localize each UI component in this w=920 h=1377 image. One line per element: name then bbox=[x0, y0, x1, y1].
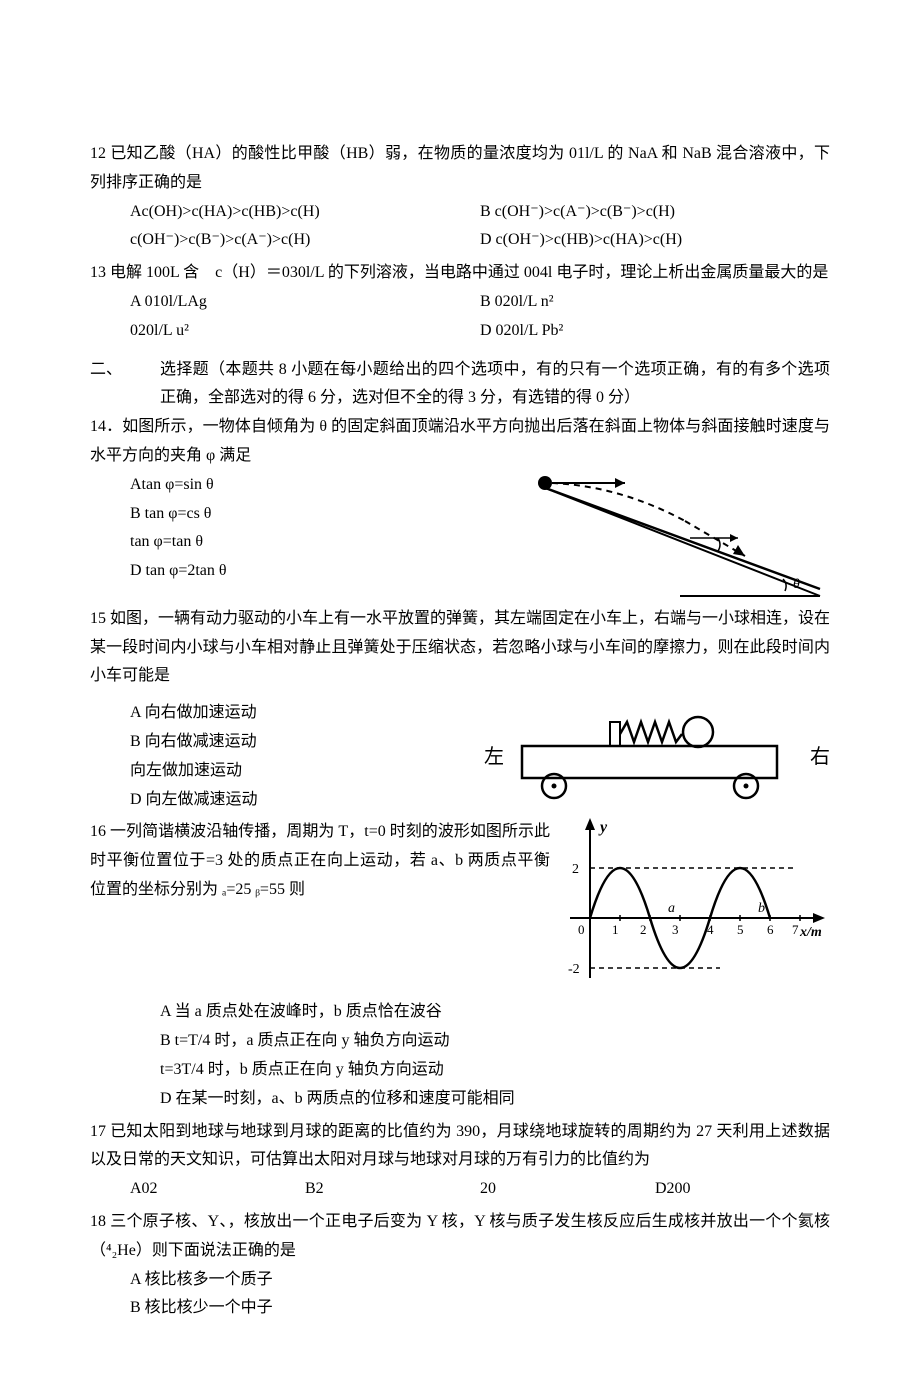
q18-stem: 18 三个原子核、Y、，核放出一个正电子后变为 Y 核，Y 核与质子发生核反应后… bbox=[90, 1208, 830, 1266]
q15-left-label: 左 bbox=[484, 739, 504, 775]
wave-diagram: y x/m 2 -2 0 1 2 3 4 5 6 7 bbox=[560, 818, 830, 998]
q16-opt-d: D 在某一时刻，a、b 两质点的位移和速度可能相同 bbox=[160, 1085, 830, 1114]
q17-opt-b: B2 bbox=[305, 1175, 480, 1204]
cart-diagram bbox=[512, 712, 802, 802]
q12-options-row2: c(OH⁻)>c(B⁻)>c(A⁻)>c(H) D c(OH⁻)>c(HB)>c… bbox=[90, 226, 830, 255]
q16-opt-c: t=3T/4 时，b 质点正在向 y 轴负方向运动 bbox=[160, 1056, 830, 1085]
q13-opt-a: A 010l/LAg bbox=[130, 288, 480, 317]
q14-content: Atan φ=sin θ B tan φ=cs θ tan φ=tan θ D … bbox=[90, 471, 830, 601]
y-tick-2: 2 bbox=[572, 862, 579, 877]
svg-text:7: 7 bbox=[792, 922, 799, 937]
q12-stem: 12 已知乙酸（HA）的酸性比甲酸（HB）弱，在物质的量浓度均为 01l/L 的… bbox=[90, 140, 830, 198]
svg-text:2: 2 bbox=[640, 922, 647, 937]
section-2-num: 二、 bbox=[90, 356, 160, 414]
q18-opt-a: A 核比核多一个质子 bbox=[130, 1266, 830, 1295]
svg-text:0: 0 bbox=[578, 922, 585, 937]
svg-text:3: 3 bbox=[672, 922, 679, 937]
question-17: 17 已知太阳到地球与地球到月球的距离的比值约为 390，月球绕地球旋转的周期约… bbox=[90, 1118, 830, 1204]
spacer bbox=[90, 691, 830, 699]
q16-top: 16 一列简谐横波沿轴传播，周期为 T，t=0 时刻的波形如图所示此时平衡位置位… bbox=[90, 818, 830, 998]
q15-opt-d: D 向左做减速运动 bbox=[130, 786, 474, 815]
svg-text:6: 6 bbox=[767, 922, 774, 937]
q17-opt-d: D200 bbox=[655, 1175, 830, 1204]
q16-options: A 当 a 质点处在波峰时，b 质点恰在波谷 B t=T/4 时，a 质点正在向… bbox=[90, 998, 830, 1113]
q14-options: Atan φ=sin θ B tan φ=cs θ tan φ=tan θ D … bbox=[90, 471, 520, 601]
q12-opt-c: c(OH⁻)>c(B⁻)>c(A⁻)>c(H) bbox=[130, 226, 480, 255]
q13-opt-b: B 020l/L n² bbox=[480, 288, 830, 317]
svg-text:1: 1 bbox=[612, 922, 619, 937]
q16-opt-b: B t=T/4 时，a 质点正在向 y 轴负方向运动 bbox=[160, 1027, 830, 1056]
q14-opt-b: B tan φ=cs θ bbox=[130, 500, 520, 529]
q17-opt-a: A02 bbox=[130, 1175, 305, 1204]
question-18: 18 三个原子核、Y、，核放出一个正电子后变为 Y 核，Y 核与质子发生核反应后… bbox=[90, 1208, 830, 1323]
q14-opt-a: Atan φ=sin θ bbox=[130, 471, 520, 500]
q17-opt-c: 20 bbox=[480, 1175, 655, 1204]
q16-stem: 16 一列简谐横波沿轴传播，周期为 T，t=0 时刻的波形如图所示此时平衡位置位… bbox=[90, 818, 550, 904]
q12-opt-b: B c(OH⁻)>c(A⁻)>c(B⁻)>c(H) bbox=[480, 198, 830, 227]
y-tick-neg2: -2 bbox=[568, 962, 580, 977]
question-15: 15 如图，一辆有动力驱动的小车上有一水平放置的弹簧，其左端固定在小车上，右端与… bbox=[90, 605, 830, 815]
q14-opt-c: tan φ=tan θ bbox=[130, 528, 520, 557]
q13-opt-d: D 020l/L Pb² bbox=[480, 317, 830, 346]
q13-opt-c: 020l/L u² bbox=[130, 317, 480, 346]
q14-figure: θ bbox=[530, 471, 830, 601]
q18-options: A 核比核多一个质子 B 核比核少一个中子 bbox=[90, 1266, 830, 1324]
q16-stem-wrap: 16 一列简谐横波沿轴传播，周期为 T，t=0 时刻的波形如图所示此时平衡位置位… bbox=[90, 818, 550, 998]
point-b-label: b bbox=[758, 901, 765, 916]
q14-opt-d: D tan φ=2tan θ bbox=[130, 557, 520, 586]
q15-stem: 15 如图，一辆有动力驱动的小车上有一水平放置的弹簧，其左端固定在小车上，右端与… bbox=[90, 605, 830, 691]
q18-opt-b: B 核比核少一个中子 bbox=[130, 1294, 830, 1323]
y-axis-label: y bbox=[598, 819, 608, 836]
q13-stem: 13 电解 100L 含 c（H）＝030l/L 的下列溶液，当电路中通过 00… bbox=[90, 259, 830, 288]
question-16: 16 一列简谐横波沿轴传播，周期为 T，t=0 时刻的波形如图所示此时平衡位置位… bbox=[90, 818, 830, 1113]
section-2-text: 选择题（本题共 8 小题在每小题给出的四个选项中，有的只有一个选项正确，有的有多… bbox=[160, 356, 830, 414]
q15-content: A 向右做加速运动 B 向右做减速运动 向左做加速运动 D 向左做减速运动 左 … bbox=[90, 699, 830, 814]
q12-options-row1: Ac(OH)>c(HA)>c(HB)>c(H) B c(OH⁻)>c(A⁻)>c… bbox=[90, 198, 830, 227]
svg-text:θ: θ bbox=[793, 577, 800, 592]
q15-right-label: 右 bbox=[810, 739, 830, 775]
q17-stem: 17 已知太阳到地球与地球到月球的距离的比值约为 390，月球绕地球旋转的周期约… bbox=[90, 1118, 830, 1176]
question-12: 12 已知乙酸（HA）的酸性比甲酸（HB）弱，在物质的量浓度均为 01l/L 的… bbox=[90, 140, 830, 255]
svg-text:4: 4 bbox=[707, 922, 714, 937]
incline-diagram: θ bbox=[530, 471, 830, 601]
question-14: 14．如图所示，一物体自倾角为 θ 的固定斜面顶端沿水平方向抛出后落在斜面上物体… bbox=[90, 413, 830, 601]
q15-opt-b: B 向右做减速运动 bbox=[130, 728, 474, 757]
question-13: 13 电解 100L 含 c（H）＝030l/L 的下列溶液，当电路中通过 00… bbox=[90, 259, 830, 345]
q12-opt-d: D c(OH⁻)>c(HB)>c(HA)>c(H) bbox=[480, 226, 830, 255]
q13-options-row2: 020l/L u² D 020l/L Pb² bbox=[90, 317, 830, 346]
point-a-label: a bbox=[668, 901, 675, 916]
q13-options-row1: A 010l/LAg B 020l/L n² bbox=[90, 288, 830, 317]
q14-stem: 14．如图所示，一物体自倾角为 θ 的固定斜面顶端沿水平方向抛出后落在斜面上物体… bbox=[90, 413, 830, 471]
q12-opt-a: Ac(OH)>c(HA)>c(HB)>c(H) bbox=[130, 198, 480, 227]
q15-figure-wrap: 左 右 bbox=[484, 699, 830, 814]
q15-opt-c: 向左做加速运动 bbox=[130, 757, 474, 786]
svg-text:5: 5 bbox=[737, 922, 744, 937]
q17-options: A02 B2 20 D200 bbox=[90, 1175, 830, 1204]
q15-options: A 向右做加速运动 B 向右做减速运动 向左做加速运动 D 向左做减速运动 bbox=[90, 699, 474, 814]
x-axis-label: x/m bbox=[799, 925, 822, 940]
section-2-header: 二、 选择题（本题共 8 小题在每小题给出的四个选项中，有的只有一个选项正确，有… bbox=[90, 356, 830, 414]
q16-opt-a: A 当 a 质点处在波峰时，b 质点恰在波谷 bbox=[160, 998, 830, 1027]
q15-opt-a: A 向右做加速运动 bbox=[130, 699, 474, 728]
q16-figure: y x/m 2 -2 0 1 2 3 4 5 6 7 bbox=[560, 818, 830, 998]
